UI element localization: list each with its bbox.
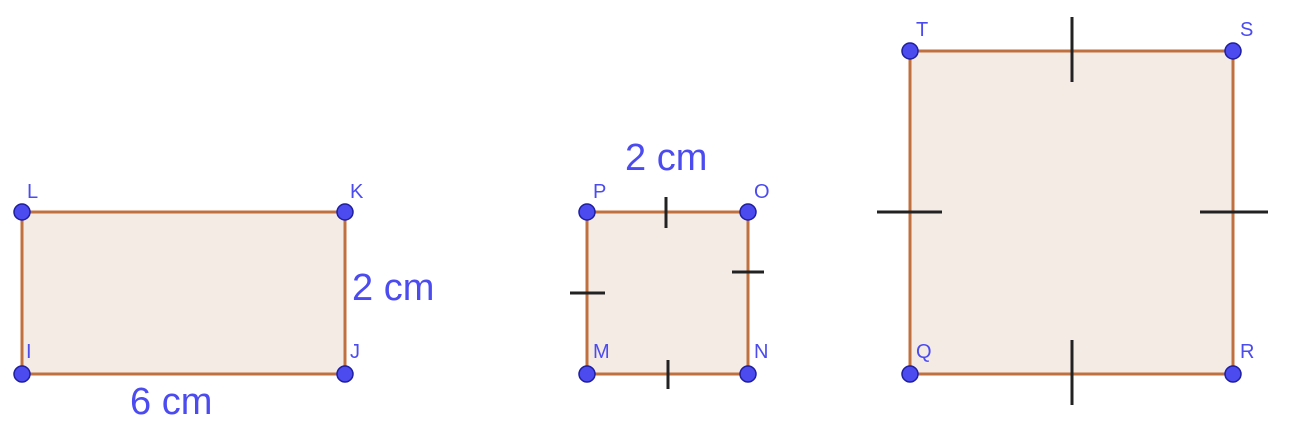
small-square-side-label: 2 cm bbox=[625, 137, 707, 179]
point-k[interactable] bbox=[336, 203, 354, 221]
label-j: J bbox=[350, 341, 360, 363]
label-p: P bbox=[593, 181, 606, 203]
label-m: M bbox=[593, 341, 610, 363]
point-i[interactable] bbox=[13, 365, 31, 383]
point-p[interactable] bbox=[578, 203, 596, 221]
point-m[interactable] bbox=[578, 365, 596, 383]
label-n: N bbox=[754, 341, 768, 363]
point-n[interactable] bbox=[739, 365, 757, 383]
label-o: O bbox=[754, 181, 770, 203]
square-qrst: T S Q R bbox=[877, 17, 1268, 405]
label-s: S bbox=[1240, 19, 1253, 41]
point-j[interactable] bbox=[336, 365, 354, 383]
small-square-shape bbox=[585, 210, 750, 376]
point-r[interactable] bbox=[1224, 365, 1242, 383]
square-mnop: P O M N 2 cm bbox=[570, 137, 770, 389]
point-t[interactable] bbox=[901, 42, 919, 60]
label-i: I bbox=[26, 341, 32, 363]
label-t: T bbox=[916, 19, 928, 41]
point-q[interactable] bbox=[901, 365, 919, 383]
rectangle-ijkl: L K I J 2 cm 6 cm bbox=[13, 181, 434, 423]
point-l[interactable] bbox=[13, 203, 31, 221]
point-o[interactable] bbox=[739, 203, 757, 221]
label-k: K bbox=[350, 181, 364, 203]
rectangle-shape bbox=[20, 210, 347, 376]
label-r: R bbox=[1240, 341, 1254, 363]
label-l: L bbox=[27, 181, 38, 203]
label-q: Q bbox=[916, 341, 932, 363]
rectangle-width-label: 6 cm bbox=[130, 381, 212, 423]
rectangle-height-label: 2 cm bbox=[352, 267, 434, 309]
point-s[interactable] bbox=[1224, 42, 1242, 60]
large-square-shape bbox=[908, 49, 1235, 376]
